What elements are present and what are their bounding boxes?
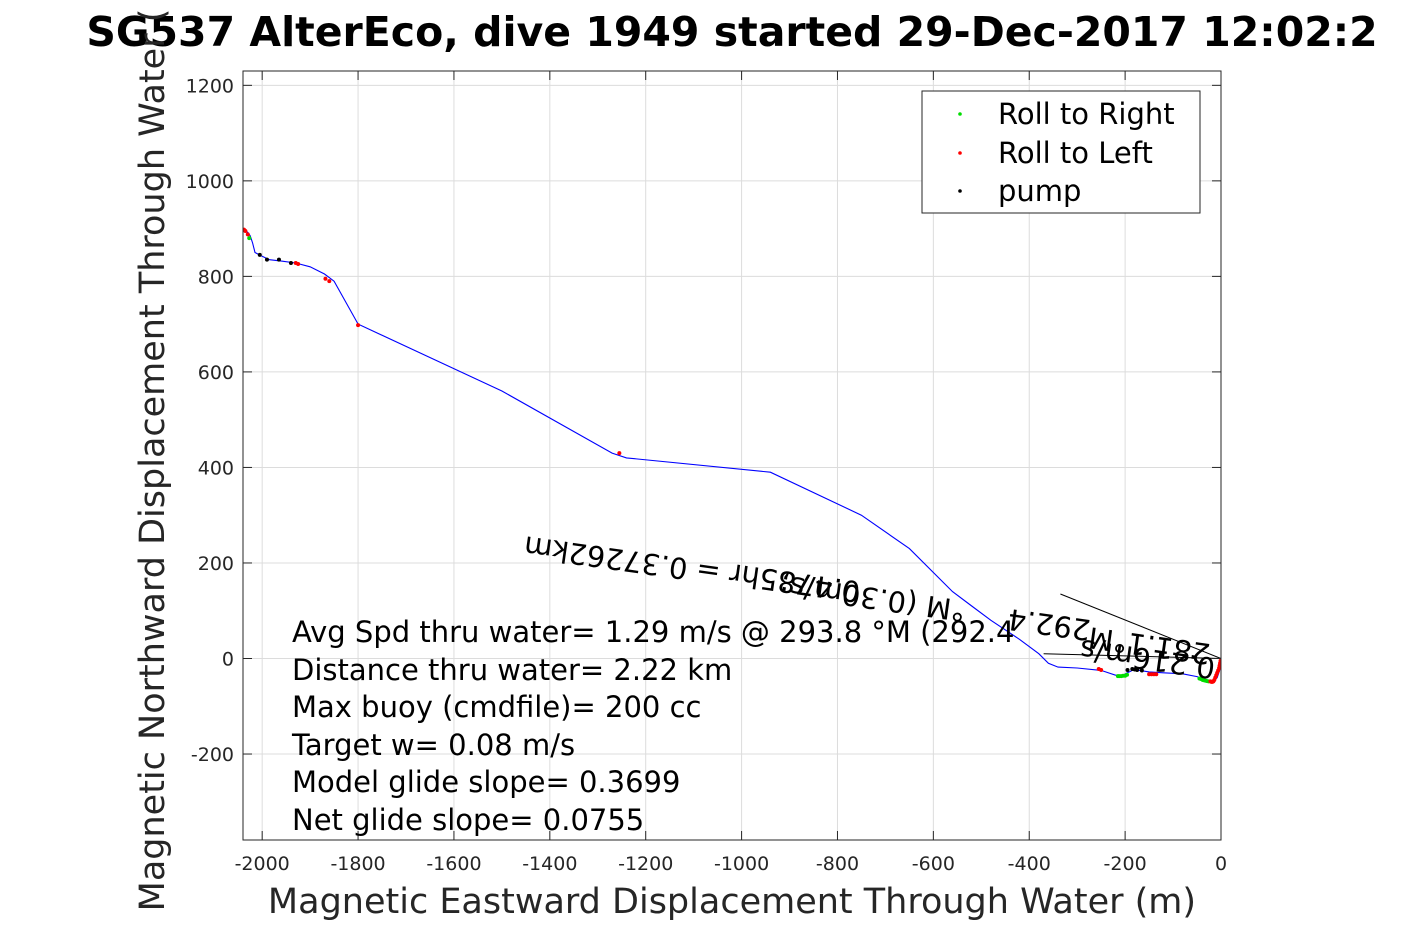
- legend-label-roll-left: Roll to Left: [998, 136, 1153, 170]
- current-vector-line: [1060, 593, 1221, 659]
- pump-point: [1125, 667, 1130, 672]
- grid-lines: [243, 71, 1222, 840]
- x-tick-label: -600: [912, 853, 955, 875]
- y-axis-title: Magnetic Northward Displacement Through …: [133, 9, 173, 912]
- y-tick-label: 600: [198, 362, 234, 384]
- x-tick-label: -2000: [235, 853, 290, 875]
- chart-title: SG537 AlterEco, dive 1949 started 29-Dec…: [86, 8, 1377, 56]
- roll-left-point: [327, 279, 332, 284]
- stats-annotation: Avg Spd thru water= 1.29 m/s @ 293.8 °M …: [291, 615, 1014, 837]
- pump-point: [1139, 668, 1144, 673]
- current-vector-line: [1043, 653, 1221, 659]
- x-tick-label: -1000: [714, 853, 769, 875]
- roll-left-point: [243, 227, 246, 232]
- annotation-distance: Distance thru water= 2.22 km: [292, 653, 732, 687]
- annotation-avg-speed: Avg Spd thru water= 1.29 m/s @ 293.8 °M …: [292, 615, 1014, 649]
- y-tick-label: 0: [222, 648, 234, 670]
- legend-marker-roll-right: [958, 112, 962, 116]
- annotation-net-glide: Net glide slope= 0.0755: [292, 803, 644, 837]
- pump-point: [276, 257, 281, 262]
- legend-label-roll-right: Roll to Right: [998, 97, 1175, 131]
- track-layer: [243, 228, 1221, 684]
- axes-box: [242, 70, 1222, 841]
- roll-left-point: [356, 323, 361, 328]
- roll-left-point: [1208, 679, 1213, 684]
- y-tick-label: 1200: [186, 75, 234, 97]
- legend-label-pump: pump: [998, 174, 1081, 208]
- x-tick-label: -400: [1008, 853, 1051, 875]
- y-tick-label: 1000: [186, 171, 234, 193]
- x-axis-title: Magnetic Eastward Displacement Through W…: [268, 882, 1196, 922]
- annotation-model-glide: Model glide slope= 0.3699: [292, 765, 680, 799]
- annotation-target-w: Target w= 0.08 m/s: [291, 728, 575, 762]
- legend-box: [921, 90, 1201, 214]
- roll-left-point: [245, 232, 250, 237]
- x-tick-label: 0: [1215, 853, 1227, 875]
- roll-left-point: [323, 276, 328, 281]
- pump-point: [264, 257, 269, 262]
- x-tick-label: -800: [816, 853, 859, 875]
- x-tick-label: -1400: [522, 853, 577, 875]
- track-line: [243, 228, 1221, 684]
- roll-left-point: [293, 261, 298, 266]
- roll-right-point: [1125, 672, 1130, 677]
- roll-left-point: [617, 451, 622, 456]
- pump-point: [1135, 667, 1140, 672]
- x-tick-label: -1200: [618, 853, 673, 875]
- scatter-points: [243, 227, 1221, 684]
- x-tick-label: -200: [1104, 853, 1147, 875]
- roll-right-point: [247, 236, 252, 241]
- y-tick-label: -200: [191, 744, 234, 766]
- y-tick-label: 800: [198, 266, 234, 288]
- y-tick-label: 400: [198, 457, 234, 479]
- current-lines: [1043, 593, 1221, 659]
- roll-left-point: [1099, 667, 1104, 672]
- x-tick-label: -1800: [330, 853, 385, 875]
- pump-point: [288, 261, 293, 266]
- x-tick-label: -1600: [426, 853, 481, 875]
- roll-left-point: [1154, 672, 1159, 677]
- legend: Roll to Right Roll to Left pump: [921, 90, 1201, 214]
- axis-ticks: -2000 -1800 -1600 -1400 -1200 -1000 -800 -600 -4…: [186, 71, 1227, 875]
- legend-marker-roll-left: [958, 151, 962, 155]
- y-tick-label: 200: [198, 553, 234, 575]
- pump-point: [257, 252, 262, 257]
- legend-marker-pump: [958, 189, 962, 193]
- annotation-max-buoy: Max buoy (cmdfile)= 200 cc: [292, 690, 701, 724]
